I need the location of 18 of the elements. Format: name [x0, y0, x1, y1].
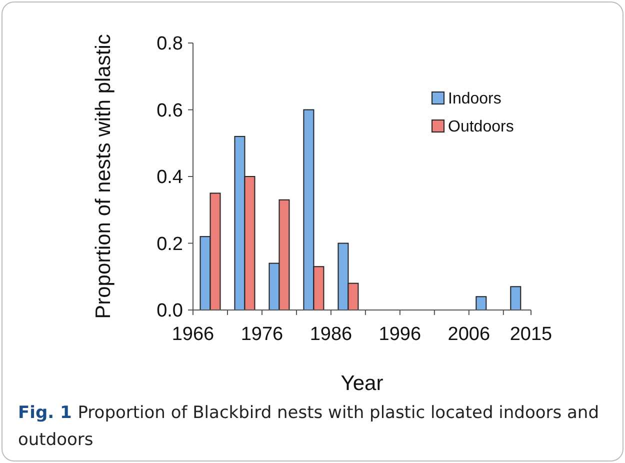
text: Fig. 1 Proportion of Blackbird nests with plastic located indoors and outdoors [18, 403, 599, 450]
y-tick-label: 0.4 [156, 167, 184, 188]
y-tick-label: 0.2 [156, 234, 183, 255]
legend-label: Indoors [448, 90, 502, 108]
x-tick-label: 2006 [448, 324, 490, 345]
x-axis-title: Year [340, 372, 384, 395]
x-tick-label: 2015 [510, 324, 552, 345]
x-tick-label: 1966 [172, 324, 214, 345]
x-tick-label: 1976 [240, 324, 284, 345]
y-tick-label: 0.6 [156, 100, 183, 122]
legend-label: Outdoors [448, 118, 514, 136]
y-tick-label: 0.0 [156, 300, 183, 322]
y-axis-title: Proportion of nests with plastic [92, 34, 115, 319]
bar [476, 296, 487, 310]
x-tick-label: 1996 [378, 324, 422, 345]
bar [510, 286, 522, 310]
x-tick-label: 1986 [310, 324, 352, 345]
y-tick-label: 0.8 [156, 34, 183, 55]
